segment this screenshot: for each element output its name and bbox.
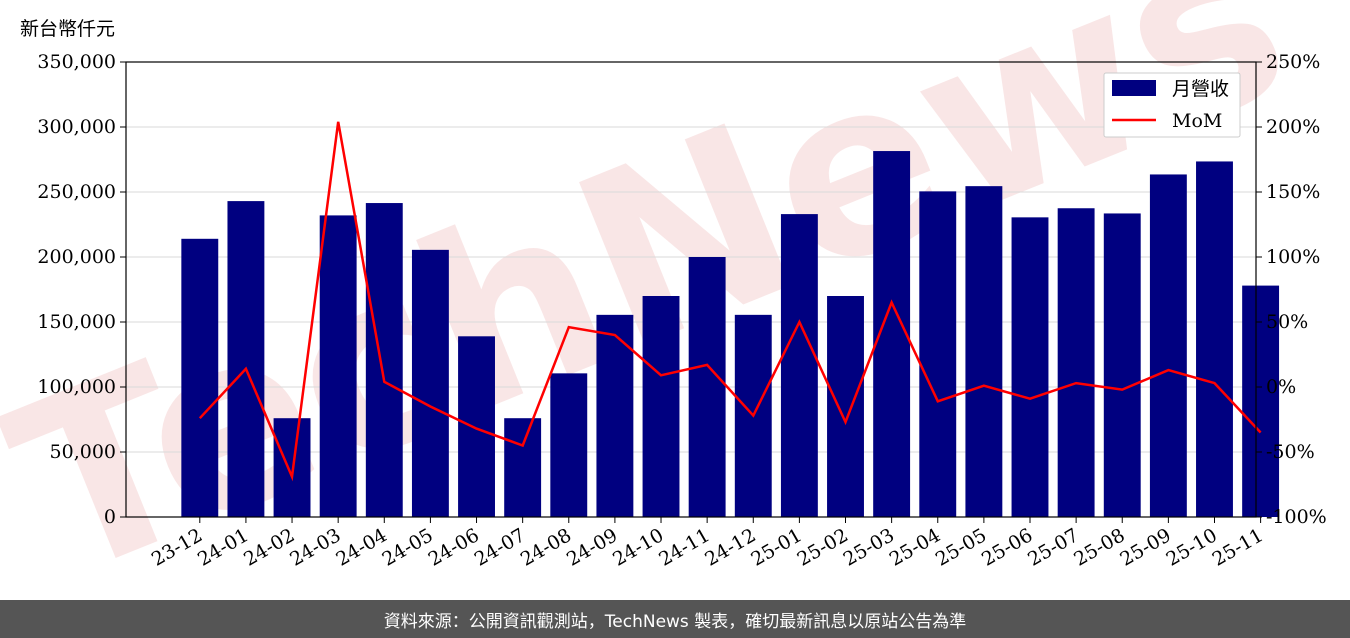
revenue-bar <box>365 203 403 518</box>
x-tick-label: 25-07 <box>1024 524 1082 570</box>
y-axis-unit-label: 新台幣仟元 <box>20 18 116 40</box>
y-left-tick-label: 50,000 <box>50 441 116 463</box>
x-tick-label: 25-11 <box>1209 524 1267 570</box>
y-right-tick-label: 250% <box>1266 51 1320 73</box>
x-tick-label: 25-05 <box>932 524 990 570</box>
revenue-bar <box>1057 208 1095 517</box>
revenue-bar <box>780 214 818 517</box>
x-tick-label: 24-11 <box>655 524 713 570</box>
x-tick-label: 24-09 <box>563 524 621 570</box>
x-tick-label: 24-12 <box>701 524 759 570</box>
revenue-bar <box>1242 285 1280 517</box>
legend-line-label: MoM <box>1172 110 1222 132</box>
y-right-tick-label: -100% <box>1266 506 1327 528</box>
revenue-bar <box>688 257 726 517</box>
revenue-bar <box>458 336 495 517</box>
x-tick-label: 24-04 <box>332 524 390 570</box>
y-right-tick-label: 0% <box>1266 376 1296 398</box>
x-tick-label: 25-06 <box>978 524 1036 570</box>
y-left-tick-label: 150,000 <box>37 311 116 333</box>
x-tick-label: 24-07 <box>471 524 529 570</box>
revenue-bar <box>919 191 957 517</box>
revenue-bar <box>827 296 864 517</box>
x-tick-label: 25-04 <box>886 524 944 570</box>
x-tick-label: 25-02 <box>794 524 852 570</box>
x-tick-label: 24-06 <box>425 524 483 570</box>
y-left-tick-label: 100,000 <box>37 376 116 398</box>
revenue-bar <box>227 201 265 517</box>
x-tick-label: 25-09 <box>1116 524 1174 570</box>
revenue-bar <box>642 296 680 517</box>
revenue-bar <box>1011 217 1049 517</box>
revenue-bar <box>550 373 588 517</box>
x-tick-label: 24-08 <box>517 524 575 570</box>
revenue-bar <box>1149 174 1187 517</box>
revenue-chart: TechNews 23-1224-0124-0224-0324-0424-052… <box>0 0 1327 600</box>
y-right-tick-label: -50% <box>1266 441 1315 463</box>
revenue-bar <box>1103 213 1141 517</box>
y-left-tick-label: 350,000 <box>37 51 116 73</box>
bar-series <box>181 151 1280 518</box>
y-right-ticks: -100% -50% 0% 50% 100% 150% 200% 250% <box>1256 51 1327 528</box>
x-tick-label: 24-05 <box>378 524 436 570</box>
x-tick-label: 25-08 <box>1070 524 1128 570</box>
revenue-bar <box>596 314 634 517</box>
legend-bar-swatch <box>1112 80 1156 96</box>
x-tick-label: 25-03 <box>840 524 898 570</box>
revenue-bar <box>1196 161 1233 517</box>
y-right-tick-label: 200% <box>1266 116 1320 138</box>
x-tick-label: 25-10 <box>1163 524 1221 570</box>
y-left-tick-label: 0 <box>104 506 116 528</box>
revenue-bar <box>181 238 219 518</box>
source-footer: 資料來源：公開資訊觀測站，TechNews 製表，確切最新訊息以原站公告為準 <box>0 600 1350 638</box>
legend: 月營收 MoM <box>1103 72 1241 138</box>
revenue-bar <box>411 249 449 517</box>
y-right-tick-label: 100% <box>1266 246 1320 268</box>
mom-line-series <box>198 121 1262 482</box>
y-left-tick-label: 300,000 <box>37 116 116 138</box>
revenue-bar <box>319 215 357 517</box>
y-left-ticks: 0 50,000 100,000 150,000 200,000 250,000 300,0… <box>37 51 126 528</box>
y-right-tick-label: 50% <box>1266 311 1308 333</box>
y-left-tick-label: 250,000 <box>37 181 116 203</box>
plot-frame <box>125 61 1257 518</box>
legend-bar-label: 月營收 <box>1172 78 1229 100</box>
y-left-tick-label: 200,000 <box>37 246 116 268</box>
x-tick-label: 24-10 <box>609 524 667 570</box>
mom-line <box>198 121 1262 482</box>
axes <box>125 61 1257 518</box>
revenue-bar <box>504 418 542 517</box>
revenue-bar <box>965 186 1003 517</box>
x-tick-label: 25-01 <box>747 524 805 570</box>
y-right-tick-label: 150% <box>1266 181 1320 203</box>
